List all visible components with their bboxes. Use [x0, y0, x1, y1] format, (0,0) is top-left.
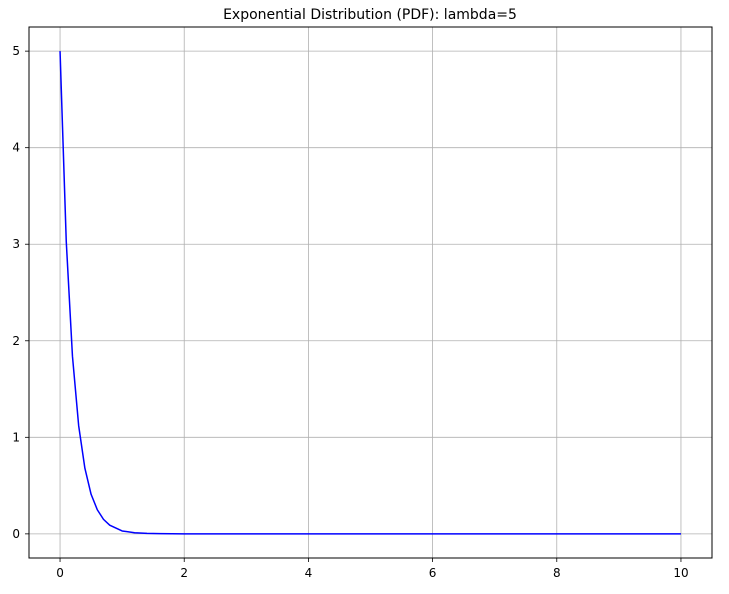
y-tick-label: 5: [12, 44, 20, 58]
y-tick-label: 0: [12, 527, 20, 541]
plot-frame: [28, 26, 713, 559]
x-tick-label: 6: [429, 566, 437, 580]
chart-title: Exponential Distribution (PDF): lambda=5: [223, 7, 517, 23]
x-axis: 0 2 4 6 8 10: [56, 558, 689, 580]
grid: [29, 27, 712, 558]
x-tick-label: 10: [673, 566, 688, 580]
x-tick-label: 0: [56, 566, 64, 580]
y-tick-label: 1: [12, 430, 20, 444]
x-tick-label: 8: [553, 566, 561, 580]
y-tick-label: 2: [12, 334, 20, 348]
y-axis: 0 1 2 3 4 5: [12, 44, 29, 541]
y-tick-label: 4: [12, 141, 20, 155]
series-line: [59, 51, 681, 535]
series-layer: [59, 51, 681, 535]
y-tick-label: 3: [12, 237, 20, 251]
x-tick-label: 4: [305, 566, 313, 580]
x-tick-label: 2: [180, 566, 188, 580]
